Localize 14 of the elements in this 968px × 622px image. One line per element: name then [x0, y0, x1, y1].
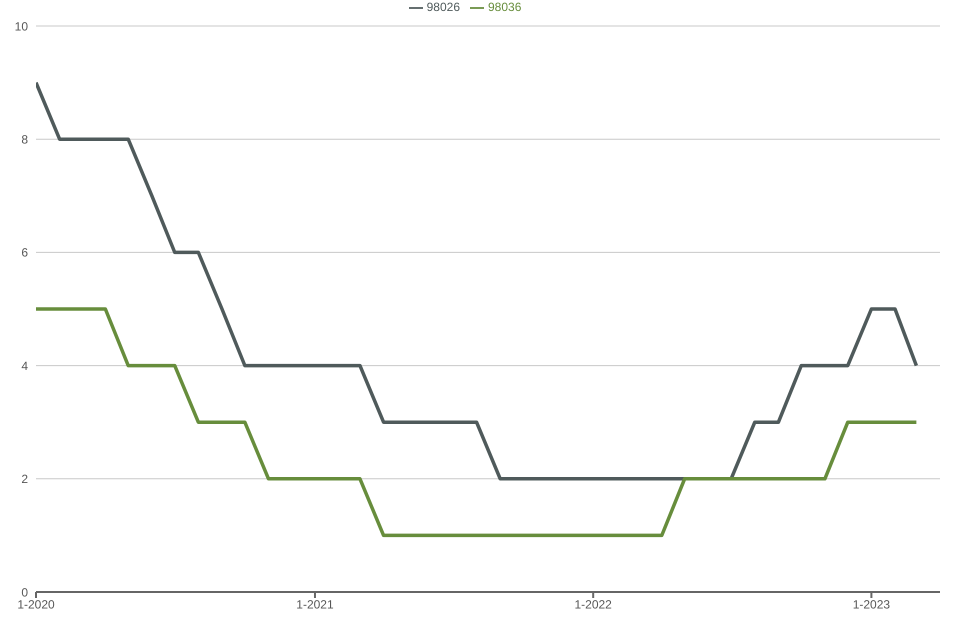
y-tick-label: 2 [21, 472, 28, 486]
x-tick-label: 1-2023 [852, 598, 890, 612]
y-tick-label: 8 [21, 132, 28, 146]
x-tick-label: 1-2021 [296, 598, 334, 612]
y-tick-label: 10 [14, 19, 28, 34]
y-tick-label: 4 [21, 358, 28, 373]
y-tick-label: 6 [21, 246, 28, 260]
legend-label: 98026 [426, 0, 460, 14]
legend-label: 98036 [488, 0, 522, 14]
x-tick-label: 1-2022 [574, 598, 612, 612]
x-tick-label: 1-2020 [17, 598, 56, 612]
line-series [36, 307, 918, 538]
y-tick-label: 0 [21, 585, 28, 600]
line-series [36, 80, 918, 481]
